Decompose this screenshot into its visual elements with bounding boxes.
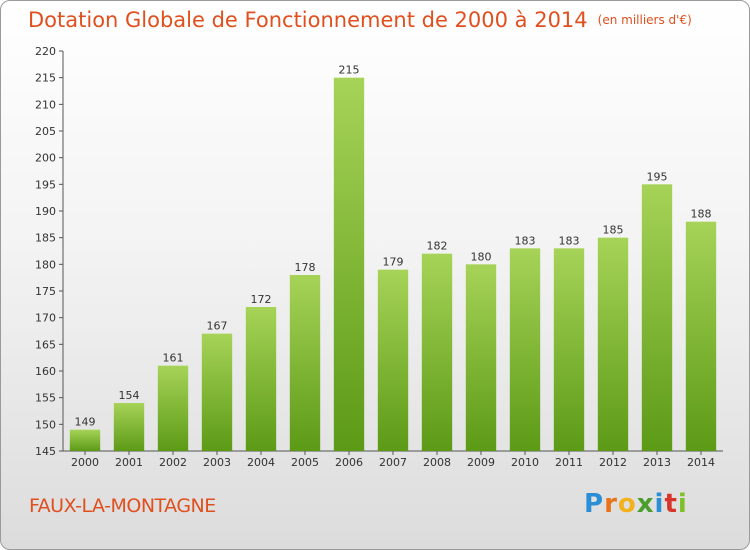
x-tick-label-2013: 2013 [643,456,671,469]
bar-2004 [245,307,277,451]
value-label-2005: 178 [295,261,316,274]
y-tick-label: 205 [35,125,56,138]
y-tick-label: 220 [35,45,56,58]
commune-name: FAUX-LA-MONTAGNE [29,495,216,517]
x-tick-label-2012: 2012 [599,456,627,469]
y-tick-label: 145 [35,445,56,458]
bar-2008 [421,253,453,451]
y-tick-label: 200 [35,152,56,165]
value-label-2011: 183 [559,234,580,247]
x-tick-label-2005: 2005 [291,456,319,469]
x-tick-label-2000: 2000 [71,456,99,469]
x-tick-label-2003: 2003 [203,456,231,469]
y-tick-label: 155 [35,392,56,405]
y-tick-label: 150 [35,418,56,431]
x-tick-label-2002: 2002 [159,456,187,469]
value-label-2012: 185 [603,224,624,237]
y-tick-label: 185 [35,232,56,245]
bar-2003 [201,333,233,451]
logo-letter: r [604,489,618,519]
x-tick-label-2007: 2007 [379,456,407,469]
bar-2013 [641,184,673,452]
value-label-2006: 215 [339,64,360,77]
y-tick-label: 175 [35,285,56,298]
bar-2010 [509,248,541,451]
bar-2006 [333,77,365,452]
y-tick-label: 170 [35,312,56,325]
bars: 149 154 161 167 172 178 215 179 182 180 183 183 185 1… [69,64,717,452]
y-tick-label: 210 [35,98,56,111]
bar-2014 [685,221,717,451]
x-tick-label-2004: 2004 [247,456,275,469]
value-label-2010: 183 [515,234,536,247]
bar-2009 [465,264,497,451]
logo-letter: o [617,489,637,519]
value-label-2002: 161 [163,352,184,365]
value-label-2001: 154 [119,389,140,402]
value-label-2009: 180 [471,250,492,263]
y-tick-label: 180 [35,258,56,271]
logo-letter: x [636,489,655,519]
logo-letter: t [664,489,678,519]
bar-2001 [113,403,145,451]
bar-2002 [157,365,189,451]
value-label-2003: 167 [207,320,228,333]
logo-letter: i [677,489,688,519]
value-label-2004: 172 [251,293,272,306]
x-tick-label-2010: 2010 [511,456,539,469]
value-label-2000: 149 [75,416,96,429]
bar-2005 [289,275,321,451]
bar-2012 [597,237,629,451]
x-tick-label-2009: 2009 [467,456,495,469]
bar-2011 [553,248,585,451]
bar-2007 [377,269,409,451]
x-tick-label-2001: 2001 [115,456,143,469]
logo-letter: P [584,489,605,519]
x-tick-label-2006: 2006 [335,456,363,469]
y-tick-label: 165 [35,338,56,351]
axes: 145 150 155 160 165 170 175 180 185 190 195 200 205 2… [35,45,723,469]
unit-note: (en milliers d'€) [597,13,692,27]
chart-title: Dotation Globale de Fonctionnement de 20… [28,8,692,32]
value-label-2014: 188 [691,208,712,221]
value-label-2008: 182 [427,240,448,253]
x-tick-label-2008: 2008 [423,456,451,469]
x-tick-label-2014: 2014 [687,456,715,469]
y-tick-label: 195 [35,178,56,191]
x-tick-label-2011: 2011 [555,456,583,469]
value-label-2007: 179 [383,256,404,269]
value-label-2013: 195 [647,170,668,183]
logo-letter: i [654,489,665,519]
proxiti-logo: Proxiti [584,489,688,519]
y-tick-label: 215 [35,72,56,85]
bar-2000 [69,429,101,451]
title-text: Dotation Globale de Fonctionnement de 20… [28,8,588,32]
y-tick-label: 190 [35,205,56,218]
y-tick-label: 160 [35,365,56,378]
